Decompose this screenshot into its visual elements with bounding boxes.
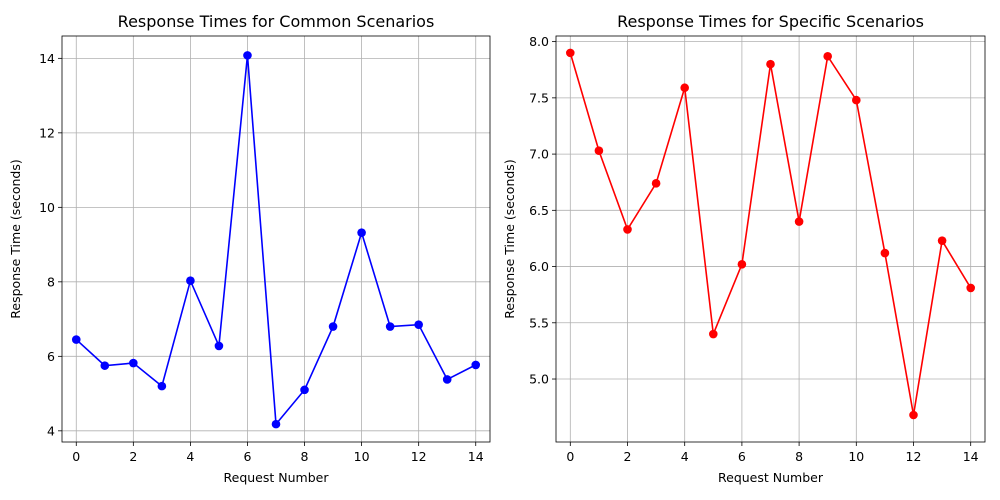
data-point [414, 320, 423, 329]
x-tick-label: 10 [848, 449, 864, 464]
y-tick-label: 5.5 [529, 315, 549, 330]
data-point [186, 276, 195, 286]
y-tick-label: 8 [47, 274, 55, 289]
x-tick-label: 6 [738, 449, 746, 464]
data-point [852, 95, 861, 105]
data-point [766, 59, 775, 69]
chart-panel-2: 0 2 4 6 8 10 12 14 5.0 5.5 6.0 6.5 7.0 7.5 8.0 Response… [502, 12, 986, 485]
y-tick-label: 5.0 [529, 372, 549, 387]
data-point [300, 385, 309, 395]
series-line [569, 52, 972, 416]
data-point [651, 179, 661, 188]
data-point [271, 419, 281, 429]
plot-frame [555, 35, 986, 443]
data-point [214, 341, 224, 351]
chart-panel-1: 0 2 4 6 8 10 12 14 4 6 8 10 12 14 Response Times for C… [8, 12, 491, 485]
x-tick-label: 12 [906, 449, 922, 464]
x-tick-label: 0 [566, 449, 574, 464]
x-tick-label: 14 [963, 449, 979, 464]
data-point [709, 329, 718, 339]
series-line [75, 55, 477, 427]
x-tick-label: 14 [468, 449, 484, 464]
data-point [129, 358, 138, 368]
data-point [680, 83, 689, 93]
data-point [442, 375, 452, 384]
chart-title: Response Times for Common Scenarios [118, 12, 435, 31]
x-tick-label: 8 [795, 449, 803, 464]
y-tick-label: 12 [39, 125, 55, 140]
x-axis-label: Request Number [224, 470, 330, 485]
chart-title: Response Times for Specific Scenarios [617, 12, 924, 31]
x-tick-label: 4 [186, 449, 194, 464]
data-point [794, 217, 804, 226]
data-point [909, 410, 918, 420]
x-tick-label: 8 [301, 449, 309, 464]
data-point [471, 360, 481, 370]
data-point [823, 51, 832, 61]
data-point [157, 381, 167, 391]
x-tick-label: 12 [411, 449, 427, 464]
x-tick-label: 6 [243, 449, 251, 464]
y-tick-label: 10 [39, 200, 55, 215]
x-axis-label: Request Number [718, 470, 824, 485]
x-tick-label: 0 [72, 449, 80, 464]
y-tick-label: 4 [47, 423, 55, 438]
x-tick-label: 10 [354, 449, 370, 464]
data-point [385, 322, 395, 331]
data-point [566, 48, 575, 58]
y-tick-label: 7.5 [529, 90, 549, 105]
y-tick-label: 6.5 [529, 203, 549, 218]
x-tick-label: 2 [624, 449, 632, 464]
y-tick-label: 6.0 [529, 259, 549, 274]
y-tick-label: 8.0 [529, 34, 549, 49]
x-tick-label: 4 [681, 449, 689, 464]
y-tick-label: 14 [39, 51, 55, 66]
y-tick-label: 6 [47, 349, 55, 364]
data-point [357, 228, 366, 237]
data-point [71, 335, 81, 344]
plot-frame [61, 35, 491, 443]
data-point [100, 361, 110, 370]
data-point [623, 225, 632, 234]
y-axis-label: Response Time (seconds) [502, 159, 517, 318]
data-point [966, 283, 975, 293]
data-point [937, 236, 947, 245]
data-point [880, 248, 890, 258]
data-point [737, 260, 747, 269]
y-axis-label: Response Time (seconds) [8, 159, 23, 318]
data-point [594, 146, 604, 156]
y-tick-label: 7.0 [529, 147, 549, 162]
x-tick-label: 2 [129, 449, 137, 464]
data-point [243, 51, 252, 60]
data-point [328, 322, 338, 331]
